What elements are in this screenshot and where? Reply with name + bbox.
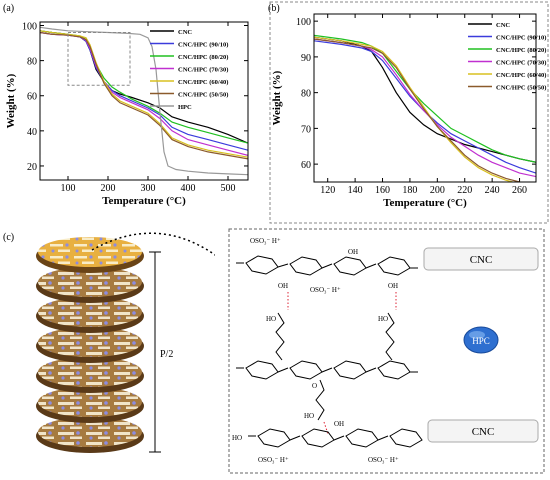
disc-layer: [36, 357, 144, 393]
legend-label: CNC/HPC (80/20): [178, 54, 228, 61]
y-tick-label: 20: [27, 162, 37, 173]
panel-label-a: (a): [3, 3, 15, 14]
legend-label: CNC/HPC (90/10): [178, 42, 228, 49]
disc-layer: [36, 387, 144, 423]
legend-label: CNC/HPC (70/30): [178, 67, 228, 74]
sulfate-label: OSO₃⁻ H⁺: [258, 456, 289, 464]
legend-label: CNC/HPC (50/50): [178, 92, 228, 99]
y-tick-label: 90: [301, 53, 311, 64]
hpc-label: HPC: [472, 336, 490, 346]
pitch-scale-bar: [149, 251, 161, 453]
disc-layer: [36, 327, 144, 363]
y-tick-label: 80: [27, 57, 37, 68]
disc-layer: [36, 297, 144, 333]
hpc-label-badge: HPC: [463, 326, 499, 354]
zoom-region-box: [67, 32, 131, 86]
hpc-backbone: [236, 360, 418, 421]
x-tick-label: 100: [61, 183, 76, 194]
hydroxyl-label: OH: [388, 282, 398, 290]
legend-label: HPC: [178, 104, 192, 111]
cnc-chain-top: [236, 255, 418, 276]
y-tick-label: 60: [27, 92, 37, 103]
x-axis-label: Temperature (°C): [102, 195, 186, 207]
hydroxyl-label: HO: [266, 315, 276, 323]
x-tick-label: 260: [512, 185, 527, 196]
hydroxyl-label: HO: [232, 434, 242, 442]
x-tick-label: 500: [221, 183, 236, 194]
hydroxyl-label: HO: [378, 315, 388, 323]
hydroxyl-label: OH: [278, 282, 288, 290]
series-line: [40, 26, 248, 176]
cnc-label-top: CNC: [470, 254, 493, 266]
hydroxyl-label: OH: [348, 248, 358, 256]
y-tick-label: 100: [296, 17, 311, 28]
y-tick-label: 60: [301, 160, 311, 171]
series-line: [314, 38, 523, 182]
disc-layer: [36, 417, 144, 453]
ring-oxygen-label: O: [312, 382, 317, 390]
legend-label: CNC/HPC (90/10): [496, 35, 546, 42]
disc-layer: [36, 267, 144, 303]
hpc-side-chains: [275, 312, 395, 361]
y-tick-label: 40: [27, 127, 37, 138]
tga-chart-zoomed: 120 140 160 180 200 220 240 260 60 70 80 90 100 Tempe…: [269, 1, 549, 224]
legend-label: CNC/HPC (60/40): [178, 79, 228, 86]
disc-layer-top: [36, 237, 144, 273]
y-axis-label: Weight (%): [5, 73, 17, 128]
panel-label-b: (b): [268, 3, 280, 14]
legend-label: CNC/HPC (50/50): [496, 85, 546, 92]
series-line: [40, 31, 248, 160]
x-tick-label: 300: [141, 183, 156, 194]
sulfate-label: OSO₃⁻ H⁺: [368, 456, 399, 464]
series-line: [314, 34, 536, 163]
panel-label-c: (c): [3, 232, 15, 243]
legend-label: CNC: [496, 22, 510, 29]
y-tick-label: 80: [301, 89, 311, 100]
x-tick-label: 200: [430, 185, 445, 196]
cnc-label-top-box: CNC: [423, 247, 539, 271]
series-line: [314, 36, 536, 163]
chiral-nematic-stack-diagram: P/2: [36, 232, 215, 453]
molecular-structure-diagram: OSO₃⁻ H⁺ OSO₃⁻ H⁺ OH OH OH HO HO O HO H: [228, 228, 545, 474]
legend-label: CNC/HPC (80/20): [496, 47, 546, 54]
cnc-chain-bottom: [248, 428, 423, 448]
hydroxyl-label: HO: [304, 412, 314, 420]
legend-label: CNC: [178, 29, 192, 36]
hydroxyl-label: OH: [334, 420, 344, 428]
pitch-label: P/2: [160, 349, 173, 360]
x-tick-label: 200: [101, 183, 116, 194]
series-line: [40, 30, 248, 158]
y-tick-label: 70: [301, 124, 311, 135]
zoom-arrow: [91, 232, 215, 256]
legend-label: CNC/HPC (60/40): [496, 72, 546, 79]
sulfate-label: OSO₃⁻ H⁺: [310, 286, 341, 294]
cnc-label-bottom-box: CNC: [427, 419, 539, 443]
legend-label: CNC/HPC (70/30): [496, 60, 546, 67]
x-tick-label: 220: [457, 185, 472, 196]
cnc-label-bottom: CNC: [472, 426, 495, 438]
sulfate-label: OSO₃⁻ H⁺: [250, 237, 281, 245]
x-tick-label: 240: [485, 185, 500, 196]
x-tick-label: 120: [320, 185, 335, 196]
x-tick-label: 160: [375, 185, 390, 196]
y-axis-label: Weight (%): [271, 70, 283, 125]
x-tick-label: 180: [402, 185, 417, 196]
disc-stack: [36, 237, 144, 453]
x-tick-label: 140: [348, 185, 363, 196]
panel-border: [269, 1, 549, 224]
tga-chart-full-range: 100 200 300 400 500 20 40 60 80 100 Temperature (°…: [5, 21, 249, 207]
x-axis-label: Temperature (°C): [383, 197, 467, 209]
plot-frame: [313, 13, 537, 183]
plot-frame: [39, 21, 249, 181]
x-tick-label: 400: [181, 183, 196, 194]
y-tick-label: 100: [22, 22, 37, 33]
